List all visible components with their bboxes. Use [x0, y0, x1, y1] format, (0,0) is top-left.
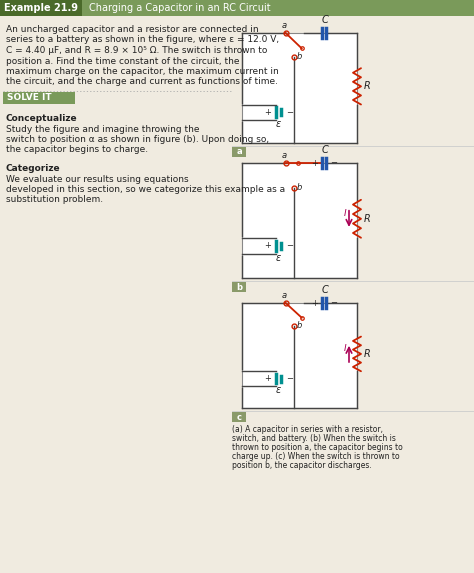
- Text: +: +: [311, 159, 319, 167]
- Text: maximum charge on the capacitor, the maximum current in: maximum charge on the capacitor, the max…: [6, 67, 279, 76]
- Text: +: +: [264, 374, 272, 383]
- Bar: [232, 412, 246, 422]
- Text: series to a battery as shown in the figure, where ε = 12.0 V,: series to a battery as shown in the figu…: [6, 36, 279, 45]
- Text: b: b: [297, 321, 302, 329]
- Bar: [3, 92, 75, 104]
- Text: R: R: [364, 81, 371, 91]
- Bar: [0, 0, 474, 16]
- Text: R: R: [364, 349, 371, 359]
- Text: +: +: [311, 299, 319, 308]
- Text: a: a: [282, 291, 287, 300]
- Text: a: a: [236, 147, 242, 156]
- Text: substitution problem.: substitution problem.: [6, 195, 103, 205]
- Bar: [232, 282, 246, 292]
- Text: thrown to position a, the capacitor begins to: thrown to position a, the capacitor begi…: [232, 443, 403, 452]
- Text: Example 21.9: Example 21.9: [4, 3, 78, 13]
- Text: a: a: [282, 21, 287, 30]
- Text: ε: ε: [276, 119, 281, 129]
- Text: the capacitor begins to charge.: the capacitor begins to charge.: [6, 146, 148, 155]
- Text: C: C: [321, 15, 328, 25]
- Text: −: −: [286, 374, 293, 383]
- Text: SOLVE IT: SOLVE IT: [7, 93, 52, 103]
- Text: developed in this section, so we categorize this example as a: developed in this section, so we categor…: [6, 185, 285, 194]
- Text: (a) A capacitor in series with a resistor,: (a) A capacitor in series with a resisto…: [232, 425, 383, 434]
- Text: −: −: [330, 299, 337, 308]
- Text: b: b: [236, 282, 242, 292]
- Text: C: C: [321, 145, 328, 155]
- Text: +: +: [264, 241, 272, 250]
- Text: c: c: [237, 413, 241, 422]
- Bar: [242, 303, 357, 408]
- Text: Conceptualize: Conceptualize: [6, 114, 78, 123]
- Text: −: −: [286, 241, 293, 250]
- Text: a: a: [282, 151, 287, 160]
- Text: b: b: [297, 52, 302, 61]
- Text: R: R: [364, 214, 371, 224]
- Text: Study the figure and imagine throwing the: Study the figure and imagine throwing th…: [6, 124, 200, 134]
- Text: the circuit, and the charge and current as functions of time.: the circuit, and the charge and current …: [6, 77, 278, 87]
- Bar: [232, 147, 246, 157]
- Text: An uncharged capacitor and a resistor are connected in: An uncharged capacitor and a resistor ar…: [6, 25, 259, 34]
- Text: charge up. (c) When the switch is thrown to: charge up. (c) When the switch is thrown…: [232, 452, 400, 461]
- Text: position b, the capacitor discharges.: position b, the capacitor discharges.: [232, 461, 372, 470]
- Text: −: −: [330, 159, 337, 167]
- Text: ε: ε: [276, 253, 281, 263]
- Bar: [242, 33, 357, 143]
- Text: C = 4.40 μF, and R = 8.9 × 10⁵ Ω. The switch is thrown to: C = 4.40 μF, and R = 8.9 × 10⁵ Ω. The sw…: [6, 46, 267, 55]
- Text: Charging a Capacitor in an RC Circuit: Charging a Capacitor in an RC Circuit: [89, 3, 271, 13]
- Text: −: −: [286, 108, 293, 117]
- Text: I: I: [344, 209, 346, 218]
- Text: position a. Find the time constant of the circuit, the: position a. Find the time constant of th…: [6, 57, 239, 65]
- Text: I: I: [344, 344, 346, 354]
- Text: b: b: [297, 183, 302, 192]
- Text: +: +: [264, 108, 272, 117]
- Text: switch, and battery. (b) When the switch is: switch, and battery. (b) When the switch…: [232, 434, 396, 443]
- Text: ε: ε: [276, 385, 281, 395]
- Text: C: C: [321, 285, 328, 295]
- Text: We evaluate our results using equations: We evaluate our results using equations: [6, 175, 189, 183]
- Bar: [0, 0, 82, 16]
- Text: switch to position α as shown in figure (b). Upon doing so,: switch to position α as shown in figure …: [6, 135, 269, 144]
- Text: Categorize: Categorize: [6, 164, 61, 173]
- Bar: [242, 163, 357, 278]
